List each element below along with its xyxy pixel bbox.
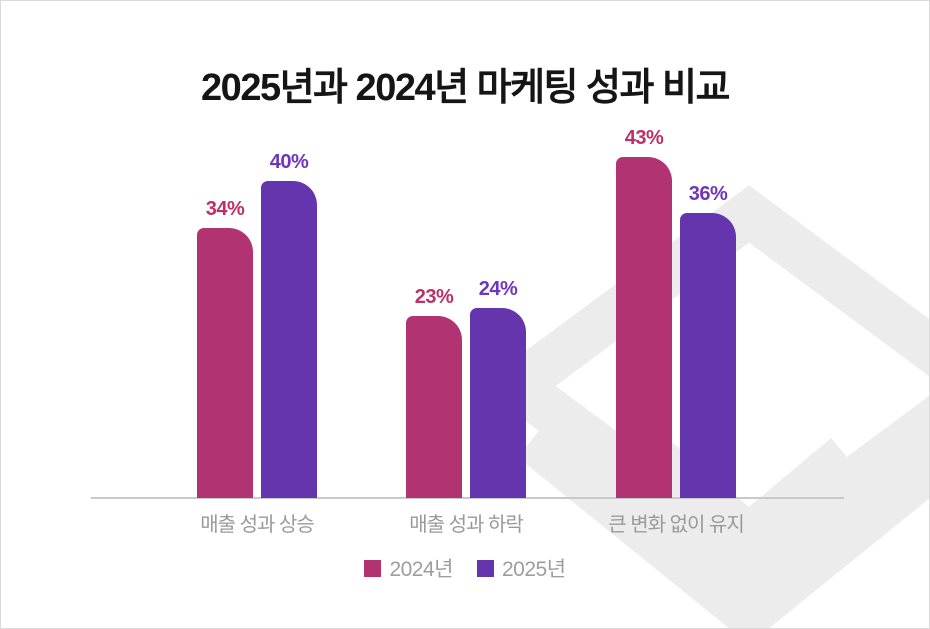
legend-item-2025: 2025년 bbox=[477, 553, 566, 583]
category-label-1: 매출 성과 상승 bbox=[200, 514, 315, 536]
category-label-2: 매출 성과 하락 bbox=[409, 514, 524, 536]
bar-2024년-3 bbox=[616, 157, 672, 498]
bar-2025년-1 bbox=[261, 181, 317, 498]
chart-title: 2025년과 2024년 마케팅 성과 비교 bbox=[201, 67, 730, 109]
legend-swatch-2024 bbox=[364, 559, 382, 577]
bar-value-label-2024년-3: 43% bbox=[624, 127, 664, 149]
bar-2025년-2 bbox=[470, 308, 526, 498]
legend-item-2024: 2024년 bbox=[364, 553, 453, 583]
bar-value-label-2025년-1: 40% bbox=[269, 151, 309, 173]
category-label-3: 큰 변화 없이 유지 bbox=[608, 514, 744, 536]
x-axis-line bbox=[91, 497, 844, 499]
bar-value-label-2024년-2: 23% bbox=[414, 286, 454, 308]
legend-label-2025: 2025년 bbox=[502, 558, 566, 581]
legend-label-2024: 2024년 bbox=[389, 558, 453, 581]
legend-swatch-2025 bbox=[477, 559, 494, 577]
bar-2024년-2 bbox=[406, 316, 462, 498]
bar-value-label-2025년-2: 24% bbox=[478, 278, 518, 300]
bar-2025년-3 bbox=[680, 213, 736, 498]
legend: 2024년 2025년 bbox=[1, 553, 929, 583]
bar-value-label-2024년-1: 34% bbox=[205, 198, 245, 220]
bar-2024년-1 bbox=[197, 228, 253, 498]
bar-value-label-2025년-3: 36% bbox=[688, 183, 728, 205]
